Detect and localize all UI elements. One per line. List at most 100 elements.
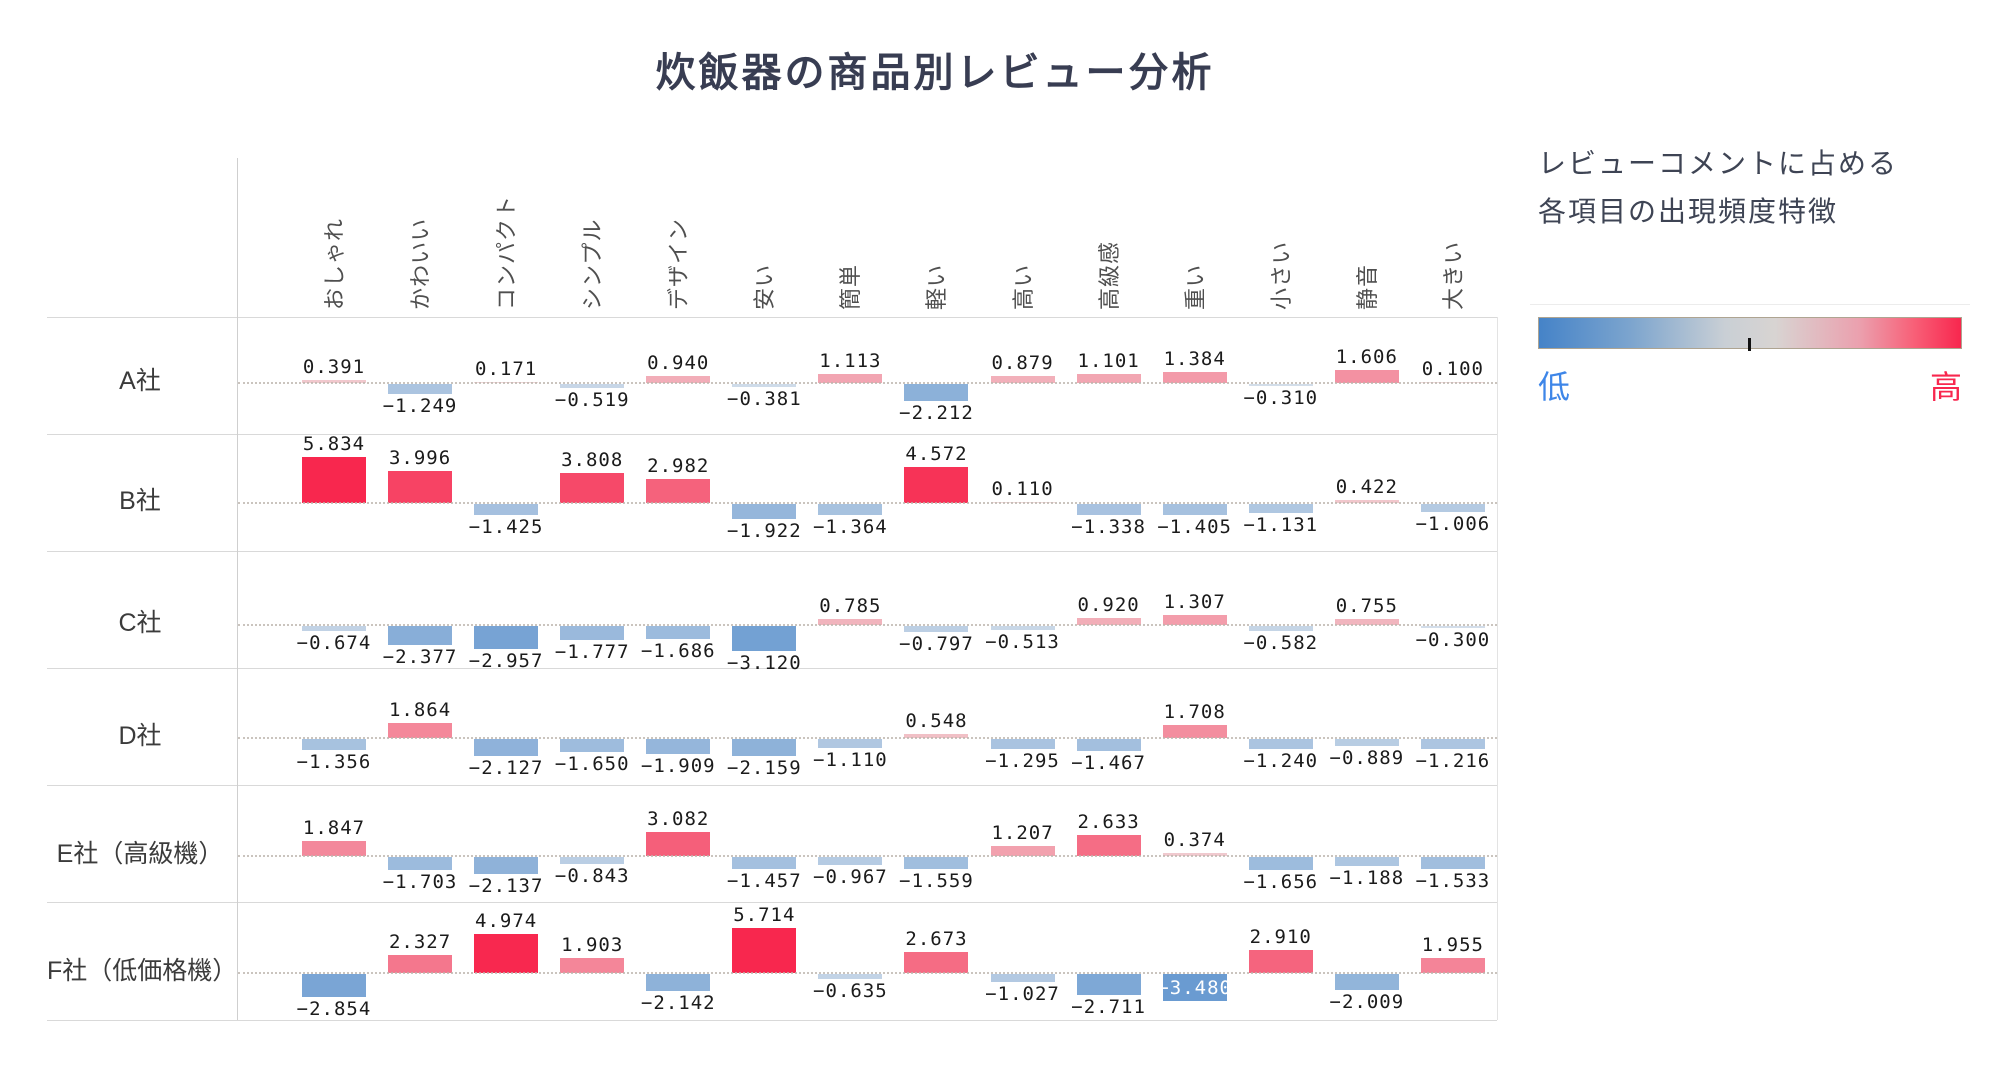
value-label: 1.903 — [561, 933, 624, 956]
legend-low-label: 低 — [1538, 369, 1571, 405]
value-label: −2.159 — [727, 757, 802, 780]
value-label: −0.967 — [813, 865, 888, 888]
bar-cell — [1162, 614, 1227, 625]
value-label: 1.207 — [991, 822, 1054, 845]
bar-cell — [904, 857, 969, 870]
bar-cell — [904, 733, 969, 738]
value-label: 1.113 — [819, 350, 882, 373]
legend-colorbar-tick — [1748, 338, 1751, 351]
row-label: F社（低価格機） — [47, 957, 238, 985]
bar-cell — [1248, 739, 1313, 749]
value-label: −0.582 — [1243, 631, 1319, 654]
grid-right-border — [1497, 317, 1498, 1020]
bar-cell — [474, 933, 539, 973]
column-header: コンパクト — [494, 194, 520, 310]
value-label: −1.405 — [1157, 516, 1232, 539]
bar-cell — [646, 479, 711, 503]
column-header: 小さい — [1268, 240, 1294, 310]
bar-cell — [1076, 374, 1141, 383]
value-label: 1.864 — [388, 699, 452, 722]
bar-cell — [732, 504, 797, 520]
zero-line — [238, 855, 1497, 857]
bar-cell — [1334, 857, 1399, 867]
grid-line — [47, 317, 1497, 318]
value-label: −1.909 — [640, 755, 716, 778]
value-label: −0.635 — [813, 980, 888, 1003]
bar-cell — [646, 739, 711, 755]
value-label: −2.854 — [296, 997, 372, 1020]
column-header: 大きい — [1440, 240, 1466, 310]
bar-cell — [302, 626, 366, 632]
bar-cell — [388, 723, 453, 738]
bar-cell — [302, 379, 366, 383]
row-label: C社 — [118, 609, 162, 637]
value-label: 3.996 — [388, 447, 452, 470]
value-label: 0.940 — [647, 351, 710, 374]
column-header: かわいい — [408, 217, 434, 310]
bar-cell — [388, 471, 453, 503]
grid-line — [47, 1020, 1497, 1021]
value-label: 2.982 — [647, 455, 710, 478]
bar-cell — [1420, 957, 1485, 973]
value-label: −2.957 — [468, 650, 544, 673]
value-label: −1.216 — [1415, 749, 1491, 772]
bar-cell — [388, 857, 453, 871]
row-label: D社 — [118, 722, 162, 750]
value-label: −1.338 — [1071, 515, 1146, 538]
column-header: おしゃれ — [322, 217, 347, 310]
grid-line — [47, 668, 1497, 669]
bar-cell — [474, 626, 539, 650]
bar-cell — [1162, 724, 1227, 738]
value-label: 1.955 — [1421, 933, 1484, 956]
value-label: −1.027 — [985, 983, 1060, 1006]
bar-cell — [1420, 739, 1485, 749]
bar-cell — [818, 974, 883, 980]
value-label: −0.889 — [1329, 747, 1405, 770]
zero-line — [238, 502, 1497, 504]
column-header: 静音 — [1354, 263, 1380, 310]
bar-cell — [646, 831, 711, 856]
bar-cell — [732, 857, 797, 869]
bar-cell — [646, 626, 711, 640]
bar-cell — [1076, 739, 1141, 751]
value-label: 0.100 — [1421, 358, 1484, 380]
value-label: −1.006 — [1415, 512, 1491, 535]
bar-cell — [1334, 619, 1399, 625]
value-label: −1.364 — [813, 515, 888, 538]
column-header: デザイン — [666, 217, 692, 310]
value-label: −1.922 — [727, 520, 802, 543]
value-label: −0.381 — [727, 388, 802, 410]
value-label: −1.686 — [640, 640, 716, 663]
grid-line — [47, 551, 1497, 552]
bar-cell — [904, 384, 969, 402]
grid-divider — [237, 158, 238, 1020]
value-label: −0.519 — [554, 389, 630, 412]
value-label: 0.879 — [991, 352, 1054, 375]
value-label: −2.142 — [640, 991, 716, 1014]
value-label: 0.785 — [819, 594, 882, 617]
value-label: −2.711 — [1071, 996, 1146, 1019]
bar-cell — [560, 739, 625, 753]
value-label: −1.559 — [899, 870, 974, 893]
bar-cell — [302, 456, 366, 503]
value-label: −2.377 — [382, 645, 458, 668]
value-label: 0.110 — [991, 478, 1054, 500]
bar-cell — [818, 374, 883, 383]
bar-cell — [1334, 974, 1399, 990]
row-label: B社 — [119, 487, 161, 515]
value-label: −1.656 — [1243, 871, 1319, 894]
value-label: 0.548 — [905, 709, 968, 732]
value-label: −2.009 — [1329, 990, 1405, 1013]
bar-cell — [1162, 504, 1227, 516]
bar-cell — [560, 384, 625, 389]
bar-cell — [818, 739, 883, 748]
bar-cell — [302, 974, 366, 997]
bar-cell — [1420, 857, 1485, 870]
value-label: 1.384 — [1163, 348, 1226, 371]
bar-cell — [1248, 384, 1313, 387]
bar-cell — [1334, 499, 1399, 503]
legend-separator — [1530, 304, 1970, 305]
value-label: −1.457 — [727, 869, 802, 892]
value-label: −0.674 — [296, 632, 372, 655]
value-label: −1.249 — [382, 394, 458, 417]
